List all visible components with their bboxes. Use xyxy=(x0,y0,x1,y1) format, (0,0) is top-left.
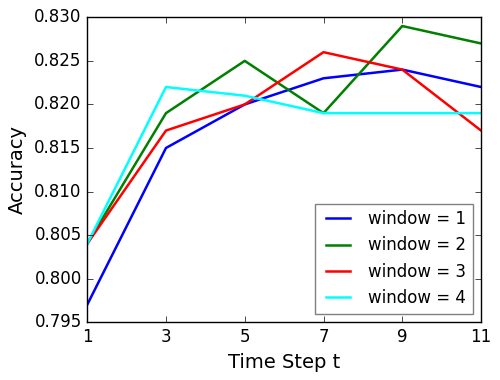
window = 4 xyxy=(163,85,169,89)
window = 2 xyxy=(400,24,406,28)
window = 1 xyxy=(478,85,484,89)
window = 1 xyxy=(84,302,90,307)
window = 3 xyxy=(478,128,484,133)
window = 1 xyxy=(320,76,326,81)
Line: window = 2: window = 2 xyxy=(87,26,481,244)
window = 2 xyxy=(478,41,484,46)
window = 1 xyxy=(242,102,248,107)
window = 4 xyxy=(478,111,484,116)
window = 4 xyxy=(320,111,326,116)
Line: window = 3: window = 3 xyxy=(87,52,481,244)
window = 2 xyxy=(320,111,326,116)
Y-axis label: Accuracy: Accuracy xyxy=(8,125,28,214)
window = 4 xyxy=(400,111,406,116)
Legend: window = 1, window = 2, window = 3, window = 4: window = 1, window = 2, window = 3, wind… xyxy=(314,204,472,314)
window = 3 xyxy=(163,128,169,133)
window = 4 xyxy=(84,242,90,246)
window = 2 xyxy=(84,242,90,246)
window = 1 xyxy=(400,67,406,72)
Line: window = 1: window = 1 xyxy=(87,70,481,305)
window = 2 xyxy=(163,111,169,116)
window = 3 xyxy=(84,242,90,246)
window = 3 xyxy=(242,102,248,107)
window = 3 xyxy=(320,50,326,54)
X-axis label: Time Step t: Time Step t xyxy=(228,353,340,372)
Line: window = 4: window = 4 xyxy=(87,87,481,244)
window = 3 xyxy=(400,67,406,72)
window = 4 xyxy=(242,93,248,98)
window = 2 xyxy=(242,59,248,63)
window = 1 xyxy=(163,146,169,150)
